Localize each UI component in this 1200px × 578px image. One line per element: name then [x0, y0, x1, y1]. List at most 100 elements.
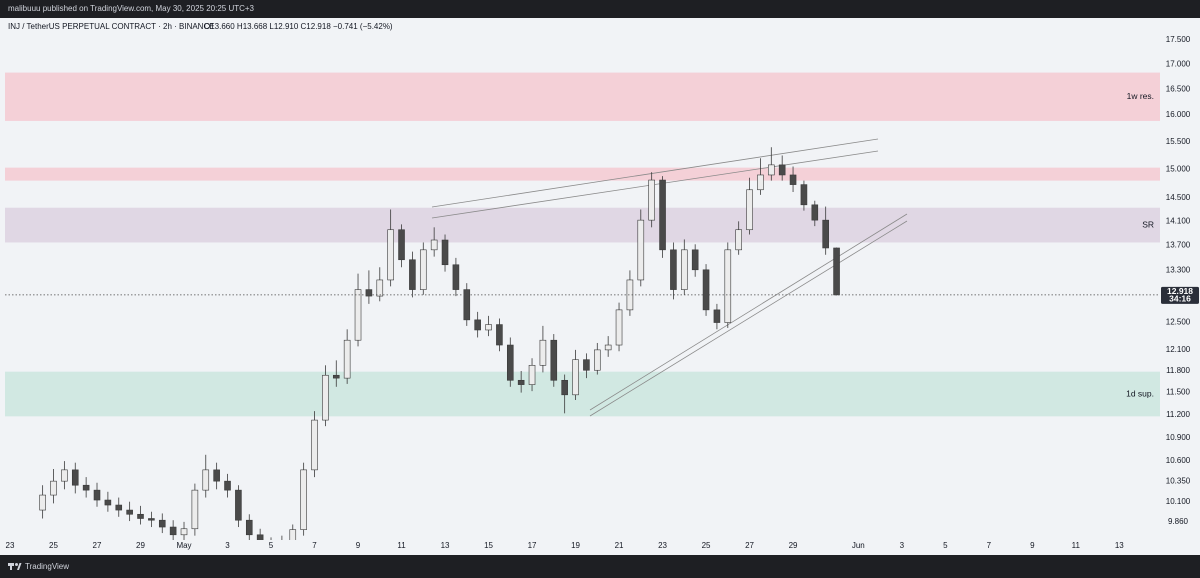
- ohlc-legend: O13.660 H13.668 L12.910 C12.918 −0.741 (…: [204, 22, 393, 31]
- y-tick-label: 12.100: [1166, 345, 1191, 354]
- candle-body: [528, 364, 536, 385]
- candle-body: [474, 319, 481, 331]
- candle-body: [354, 289, 362, 341]
- zone-label: 1d sup.: [1126, 388, 1154, 398]
- zone: [5, 207, 1160, 243]
- candle-body: [757, 174, 764, 191]
- candle-body: [180, 528, 188, 536]
- candle-body: [126, 509, 133, 515]
- candle-body: [691, 249, 699, 271]
- trendline: [589, 213, 908, 411]
- candle-body: [245, 519, 253, 536]
- y-tick-label: 11.500: [1166, 388, 1190, 397]
- trendline: [431, 150, 879, 219]
- candle-body: [833, 247, 840, 296]
- candle-body: [256, 534, 264, 540]
- candle-body: [746, 189, 753, 231]
- x-tick-label: 15: [484, 541, 493, 550]
- logo-shape: [10, 563, 12, 570]
- candle-body: [648, 179, 655, 221]
- candle-body: [594, 349, 601, 371]
- candle-body: [811, 204, 819, 221]
- candle-body: [224, 480, 231, 491]
- candle-body: [604, 344, 612, 351]
- candle-body: [735, 229, 742, 251]
- candle-body: [365, 289, 373, 297]
- candle-body: [419, 249, 427, 290]
- x-tick-label: 23: [658, 541, 667, 550]
- candle-body: [768, 164, 775, 176]
- candle-body: [430, 239, 438, 251]
- x-tick-label: 23: [6, 541, 15, 550]
- candle-body: [681, 249, 688, 290]
- y-tick-label: 13.700: [1166, 241, 1191, 250]
- x-tick-label: 7: [987, 541, 992, 550]
- candle-body: [550, 339, 558, 381]
- x-tick-label: 3: [900, 541, 905, 550]
- y-tick-label: 11.800: [1166, 366, 1190, 375]
- y-tick-label: 15.500: [1166, 137, 1191, 146]
- candle-body: [332, 374, 340, 379]
- x-tick-label: 9: [356, 541, 361, 550]
- candle-body: [441, 239, 449, 266]
- x-tick-label: 11: [1072, 541, 1081, 550]
- y-tick-label: 10.600: [1166, 456, 1191, 465]
- candle-body: [713, 309, 721, 323]
- candle-body: [115, 504, 123, 511]
- x-tick-label: 5: [269, 541, 274, 550]
- candle-body: [82, 484, 90, 491]
- y-tick-label: 17.500: [1166, 35, 1191, 44]
- y-tick-label: 13.300: [1166, 266, 1191, 275]
- candle-body: [39, 494, 46, 511]
- y-tick-label: 16.500: [1166, 84, 1191, 93]
- published-note: malibuuu published on TradingView.com, M…: [8, 4, 255, 13]
- candle-body: [191, 489, 199, 530]
- candle-body: [485, 324, 492, 331]
- x-tick-label: May: [176, 541, 191, 550]
- candle-body: [800, 184, 808, 206]
- x-tick-label: Jun: [852, 541, 865, 550]
- y-tick-label: 12.500: [1166, 318, 1191, 327]
- candle-body: [322, 374, 329, 421]
- candle-body: [496, 324, 503, 346]
- x-tick-label: 5: [943, 541, 948, 550]
- x-tick-label: 25: [49, 541, 58, 550]
- candle-body: [517, 379, 525, 385]
- y-tick-label: 10.350: [1166, 476, 1191, 485]
- symbol-title: INJ / TetherUS PERPETUAL CONTRACT · 2h ·…: [8, 22, 215, 31]
- trendline: [589, 220, 908, 417]
- candle-body: [561, 379, 568, 396]
- bottom-bar: [0, 555, 1200, 578]
- candle-body: [659, 179, 666, 251]
- candle-body: [409, 259, 416, 290]
- logo-shape: [15, 563, 18, 566]
- x-tick-label: 9: [1030, 541, 1035, 550]
- y-tick-label: 11.200: [1166, 410, 1190, 419]
- last-price-box: [1161, 286, 1199, 304]
- x-tick-label: 13: [1115, 541, 1124, 550]
- trendline: [431, 138, 879, 208]
- candle-body: [213, 469, 220, 482]
- candle-body: [583, 359, 590, 371]
- plot-area: [5, 138, 1160, 540]
- y-tick-label: 10.900: [1166, 433, 1191, 442]
- candle-body: [572, 359, 579, 396]
- x-tick-label: 13: [441, 541, 450, 550]
- top-bar: [0, 0, 1200, 18]
- x-tick-label: 25: [702, 541, 711, 550]
- candle-body: [822, 219, 829, 249]
- candle-body: [670, 249, 677, 290]
- y-tick-label: 14.100: [1166, 216, 1191, 225]
- x-tick-label: 19: [571, 541, 580, 550]
- candle-body: [169, 526, 177, 536]
- candle-body: [71, 469, 79, 486]
- x-tick-label: 17: [528, 541, 537, 550]
- x-tick-label: 3: [225, 541, 230, 550]
- y-tick-label: 17.000: [1166, 59, 1191, 68]
- x-tick-label: 27: [745, 541, 754, 550]
- countdown-label: 34:16: [1169, 294, 1191, 304]
- y-tick-label: 9.860: [1168, 517, 1189, 526]
- x-tick-label: 7: [312, 541, 317, 550]
- candle-body: [50, 480, 57, 496]
